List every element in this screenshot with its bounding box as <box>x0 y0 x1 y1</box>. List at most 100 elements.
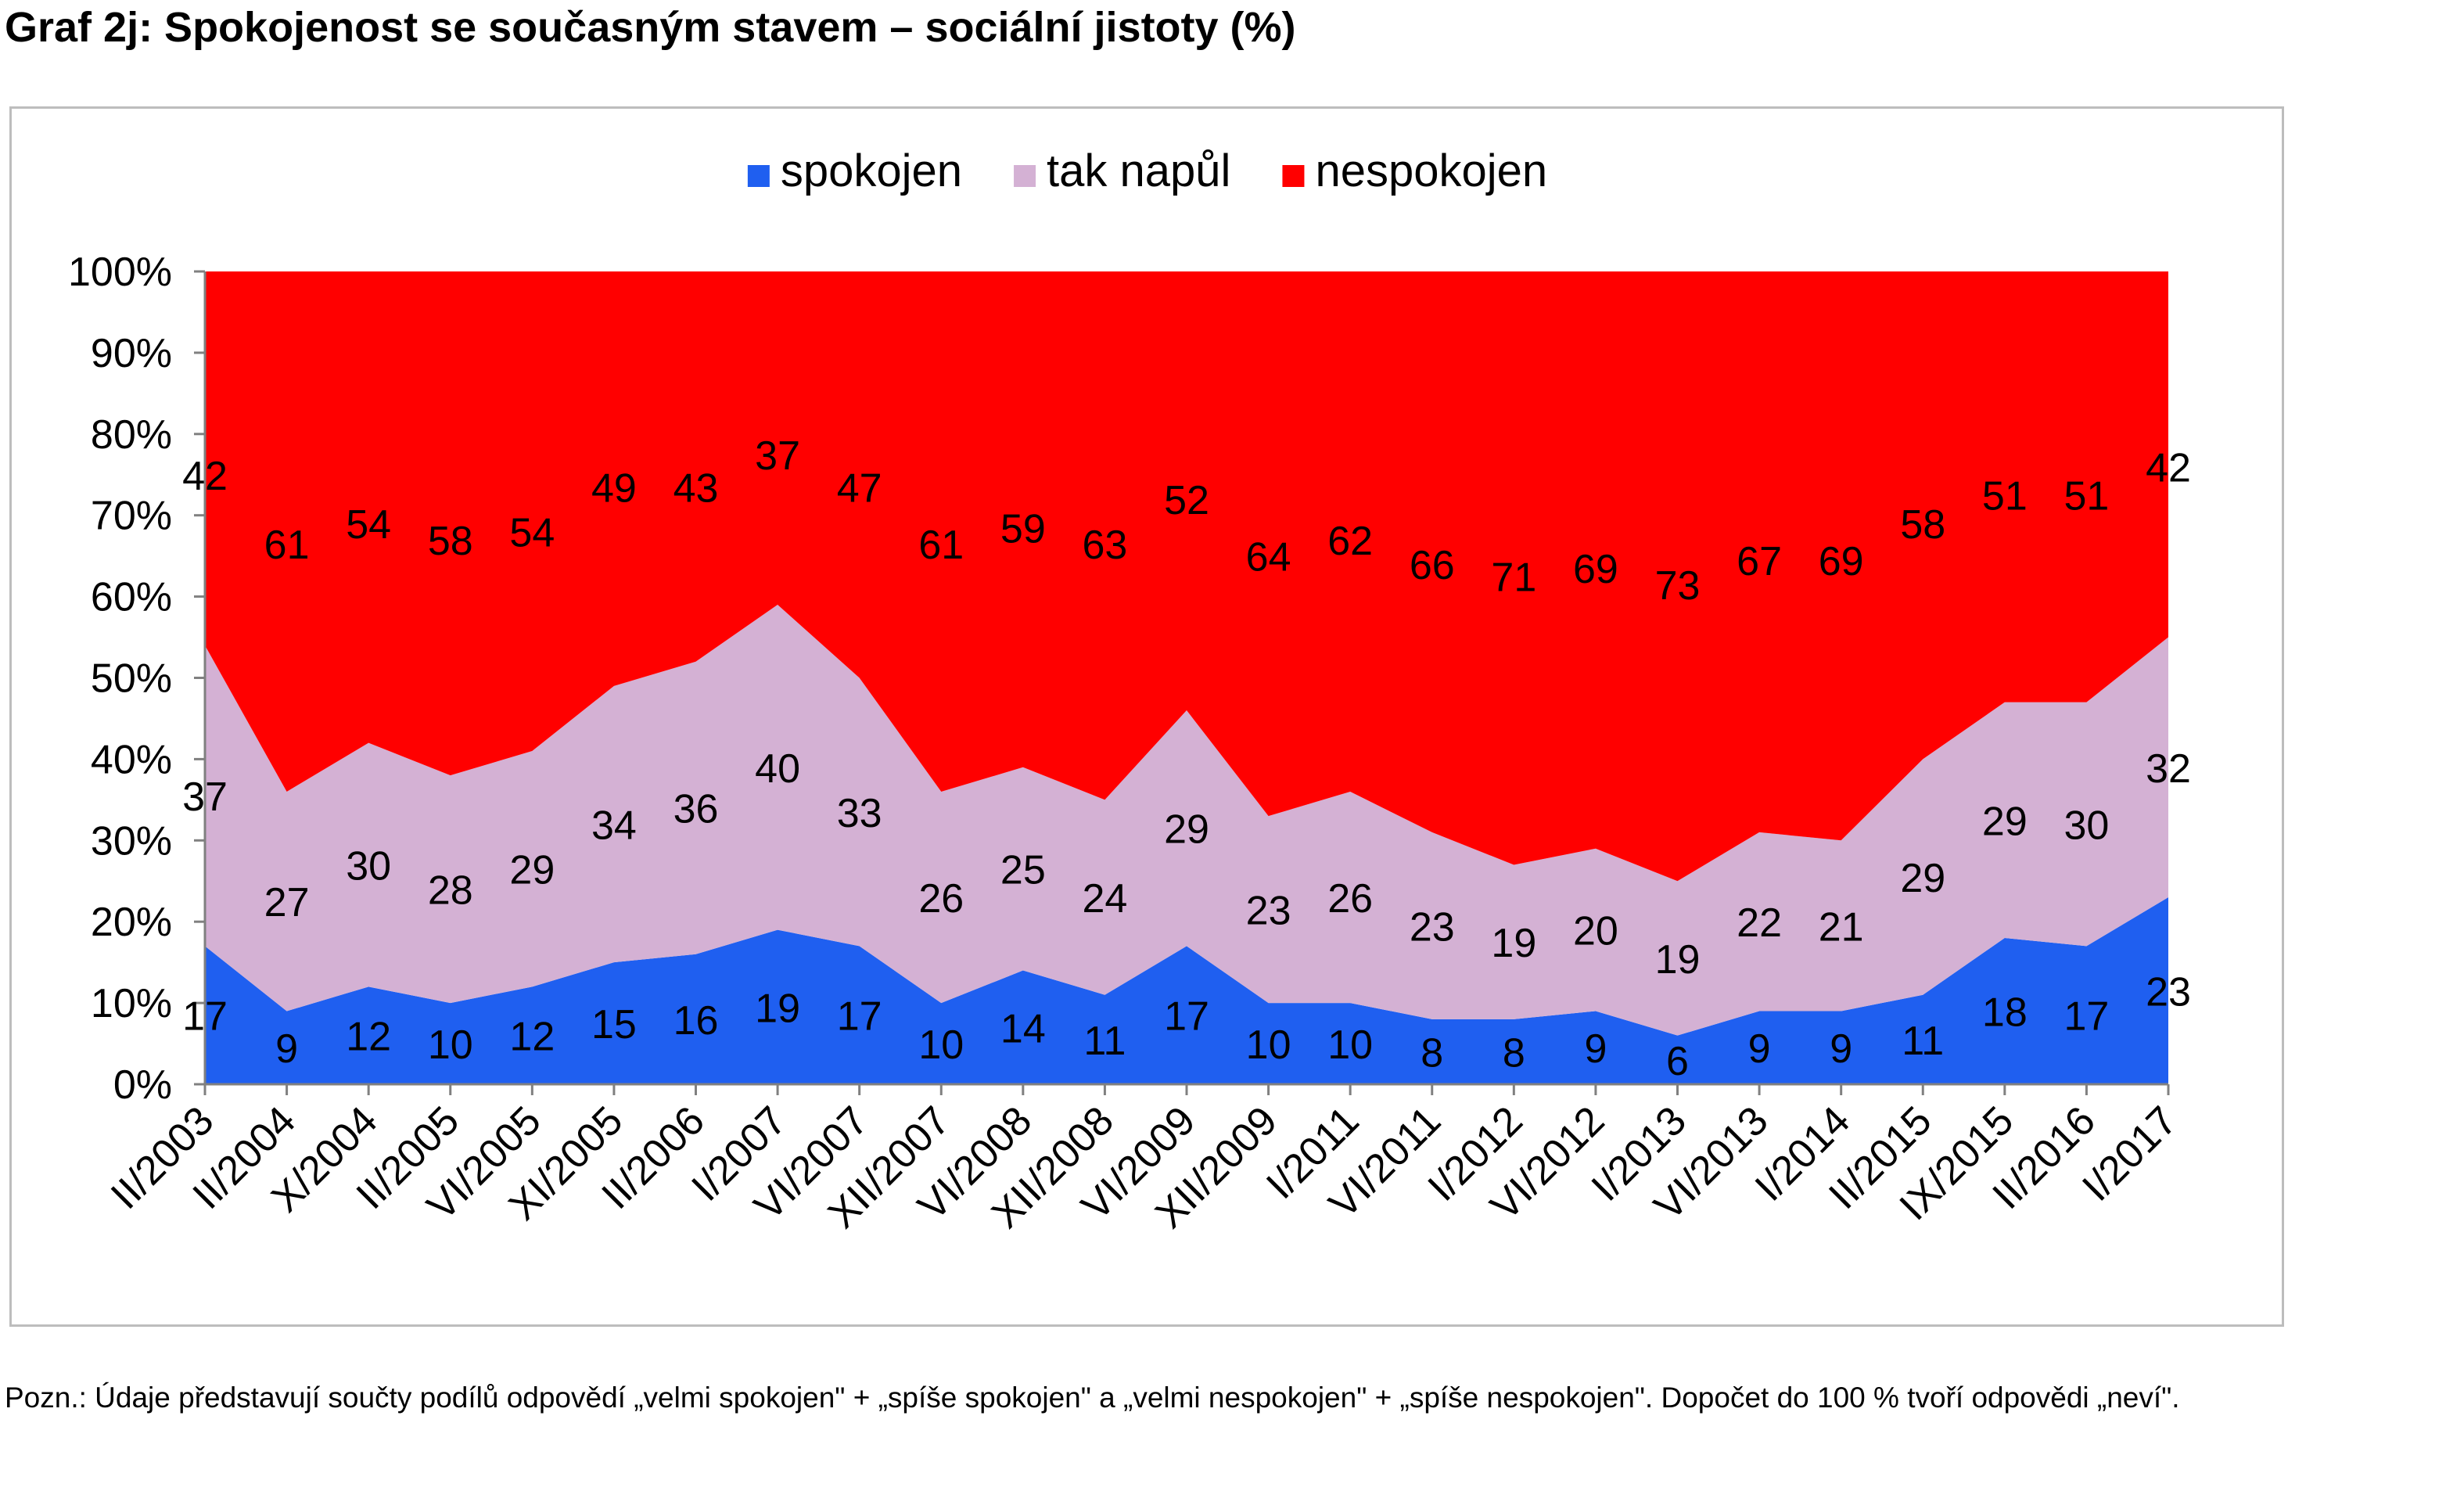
legend: spokojen tak napůl nespokojen <box>747 146 1547 196</box>
data-label-spokojen: 16 <box>673 998 719 1044</box>
data-label-nespokojen: 58 <box>428 519 473 564</box>
legend-swatch <box>747 165 770 187</box>
data-label-tak-napůl: 26 <box>1327 876 1373 922</box>
area-spokojen <box>205 897 2168 1084</box>
legend-label: nespokojen <box>1315 146 1547 196</box>
data-label-spokojen: 11 <box>1902 1019 1944 1064</box>
data-label-spokojen: 8 <box>1421 1030 1443 1076</box>
data-label-nespokojen: 42 <box>182 454 228 499</box>
y-tick-label: 40% <box>91 737 172 782</box>
x-tick-label: I/2017 <box>2074 1098 2186 1209</box>
data-label-spokojen: 8 <box>1503 1030 1525 1076</box>
data-label-tak-napůl: 30 <box>346 843 391 889</box>
data-label-tak-napůl: 33 <box>837 791 882 836</box>
data-label-tak-napůl: 24 <box>1082 876 1127 922</box>
data-label-tak-napůl: 21 <box>1819 904 1864 950</box>
data-label-nespokojen: 61 <box>264 523 310 568</box>
data-label-tak-napůl: 28 <box>428 868 473 914</box>
data-label-spokojen: 10 <box>1246 1022 1291 1068</box>
series-areas <box>205 271 2168 1084</box>
data-label-nespokojen: 64 <box>1246 535 1291 580</box>
data-label-tak-napůl: 29 <box>1900 856 1945 901</box>
data-label-spokojen: 9 <box>275 1026 298 1072</box>
data-label-tak-napůl: 23 <box>1246 889 1291 934</box>
data-label-spokojen: 9 <box>1748 1026 1771 1072</box>
data-label-nespokojen: 69 <box>1573 547 1618 592</box>
y-tick-label: 80% <box>91 412 172 458</box>
data-label-tak-napůl: 37 <box>182 774 228 820</box>
data-label-nespokojen: 61 <box>918 523 964 568</box>
data-label-tak-napůl: 29 <box>1982 799 2028 844</box>
y-tick-label: 10% <box>91 981 172 1026</box>
legend-item-nespokojen: nespokojen <box>1282 146 1547 196</box>
data-label-nespokojen: 51 <box>2064 474 2109 519</box>
data-label-tak-napůl: 25 <box>1000 848 1046 893</box>
data-label-nespokojen: 59 <box>1000 506 1046 552</box>
data-label-nespokojen: 47 <box>837 465 882 511</box>
y-tick-label: 20% <box>91 900 172 945</box>
data-label-spokojen: 14 <box>1000 1006 1046 1051</box>
data-label-tak-napůl: 23 <box>1410 904 1455 950</box>
data-label-spokojen: 19 <box>755 986 800 1031</box>
data-label-tak-napůl: 32 <box>2146 746 2191 792</box>
y-tick-label: 60% <box>91 575 172 620</box>
data-label-tak-napůl: 26 <box>918 876 964 922</box>
data-label-nespokojen: 71 <box>1491 555 1536 601</box>
area-nespokojen <box>205 271 2168 882</box>
data-label-nespokojen: 66 <box>1410 543 1455 588</box>
data-label-tak-napůl: 19 <box>1491 921 1536 966</box>
data-label-spokojen: 12 <box>346 1015 391 1060</box>
data-label-nespokojen: 54 <box>346 502 391 548</box>
stacked-area-chart: spokojen tak napůl nespokojen 0% 10% 20% 30% 4… <box>68 146 2191 1237</box>
data-label-spokojen: 9 <box>1584 1026 1607 1072</box>
y-tick-label: 70% <box>91 494 172 539</box>
legend-swatch <box>1282 165 1305 187</box>
data-label-nespokojen: 63 <box>1082 523 1127 568</box>
data-label-spokojen: 12 <box>509 1015 555 1060</box>
data-label-tak-napůl: 22 <box>1737 900 1782 946</box>
data-label-nespokojen: 42 <box>2146 445 2191 490</box>
data-label-nespokojen: 69 <box>1819 539 1864 584</box>
data-label-spokojen: 9 <box>1830 1026 1852 1072</box>
data-label-tak-napůl: 29 <box>509 848 555 893</box>
data-label-tak-napůl: 36 <box>673 787 719 832</box>
chart-title: Graf 2j: Spokojenost se současným stavem… <box>5 4 1296 51</box>
data-label-tak-napůl: 34 <box>591 803 637 849</box>
legend-item-spokojen: spokojen <box>747 146 962 196</box>
data-label-nespokojen: 37 <box>755 433 800 479</box>
data-label-nespokojen: 58 <box>1900 502 1945 548</box>
y-tick-label: 50% <box>91 656 172 702</box>
data-label-nespokojen: 43 <box>673 465 719 511</box>
data-label-spokojen: 10 <box>918 1022 964 1068</box>
data-label-tak-napůl: 30 <box>2064 803 2109 849</box>
data-label-tak-napůl: 29 <box>1164 807 1209 853</box>
y-tick-label: 0% <box>113 1062 172 1108</box>
data-label-spokojen: 18 <box>1982 990 2028 1035</box>
data-label-spokojen: 17 <box>1164 994 1209 1040</box>
legend-label: tak napůl <box>1047 146 1230 196</box>
data-label-spokojen: 17 <box>837 994 882 1040</box>
data-label-nespokojen: 54 <box>509 510 555 555</box>
data-label-spokojen: 17 <box>2064 994 2109 1040</box>
data-label-spokojen: 23 <box>2146 970 2191 1015</box>
data-label-nespokojen: 51 <box>1982 474 2028 519</box>
data-label-nespokojen: 67 <box>1737 539 1782 584</box>
data-label-tak-napůl: 19 <box>1655 937 1701 983</box>
data-label-nespokojen: 62 <box>1327 519 1373 564</box>
y-tick-label: 90% <box>91 331 172 376</box>
data-label-nespokojen: 73 <box>1655 563 1701 609</box>
data-label-tak-napůl: 40 <box>755 746 800 792</box>
data-label-spokojen: 10 <box>1327 1022 1373 1068</box>
data-label-nespokojen: 49 <box>591 465 637 511</box>
data-label-spokojen: 10 <box>428 1022 473 1068</box>
data-label-nespokojen: 52 <box>1164 478 1209 523</box>
y-tick-label: 30% <box>91 818 172 864</box>
legend-swatch <box>1014 165 1036 187</box>
chart-frame: spokojen tak napůl nespokojen 0% 10% 20% 30% 4… <box>9 106 2284 1327</box>
area-tak-napůl <box>205 604 2168 1036</box>
data-label-tak-napůl: 27 <box>264 880 310 925</box>
legend-item-tak-napůl: tak napůl <box>1014 146 1230 196</box>
data-label-spokojen: 15 <box>591 1002 637 1047</box>
data-label-spokojen: 17 <box>182 994 228 1040</box>
